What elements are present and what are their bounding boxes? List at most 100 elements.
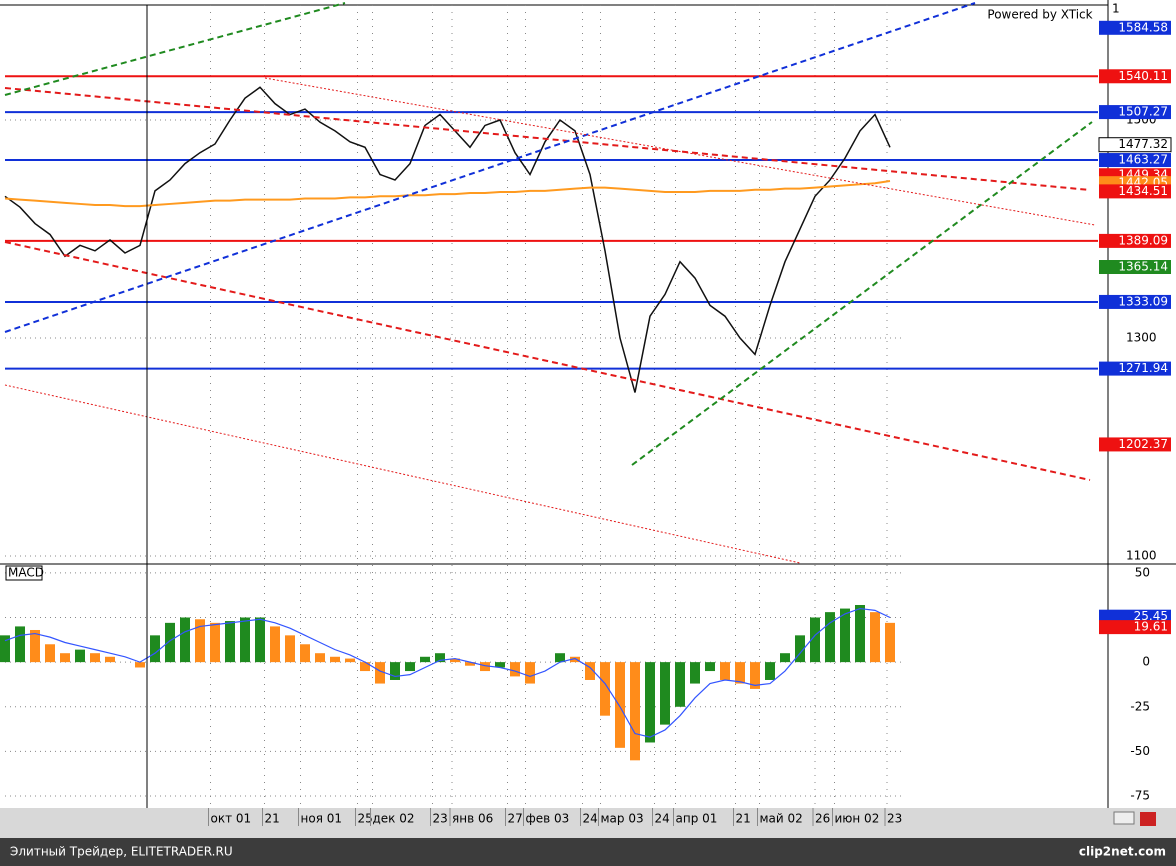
panel-title: MACD — [8, 566, 44, 580]
histogram-bar — [90, 653, 100, 663]
level-box — [1098, 137, 1172, 153]
histogram-bar — [240, 617, 250, 663]
histogram-bar — [195, 619, 205, 663]
histogram-bar — [660, 662, 670, 725]
histogram-bar — [555, 653, 565, 663]
histogram-bar — [780, 653, 790, 663]
level-label: 1434.51 — [1118, 184, 1168, 198]
histogram-bar — [390, 662, 400, 680]
level-label: 1477.32 — [1118, 137, 1168, 151]
level-box — [1099, 20, 1171, 35]
histogram-bar — [735, 662, 745, 684]
histogram-bar — [675, 662, 685, 707]
y-tick-label: -25 — [1130, 699, 1150, 713]
histogram-bar — [45, 644, 55, 663]
x-tick-label: май 02 — [760, 812, 803, 826]
histogram-bar — [60, 653, 70, 663]
x-tick-label: янв 06 — [452, 812, 493, 826]
button[interactable] — [1113, 811, 1135, 825]
level-box — [1099, 184, 1171, 199]
trend-line — [4, 2, 976, 333]
histogram-bar — [300, 644, 310, 663]
histogram-bar — [885, 622, 895, 663]
trend-line — [4, 241, 1091, 481]
histogram-bar — [330, 656, 340, 663]
histogram-bar — [765, 662, 775, 680]
x-tick-label: окт 01 — [211, 812, 252, 826]
histogram-bar — [795, 635, 805, 663]
x-tick-label: 23 — [887, 812, 902, 826]
histogram-bar — [705, 662, 715, 672]
histogram-bar — [210, 622, 220, 663]
level-box — [1099, 620, 1171, 635]
histogram-bar — [225, 621, 235, 663]
histogram-bar — [645, 662, 655, 743]
histogram-bar — [450, 658, 460, 663]
corner-label: 1 — [1112, 2, 1120, 16]
level-box — [1099, 153, 1171, 168]
y-tick-label: 1300 — [1126, 331, 1157, 345]
level-box — [1099, 69, 1171, 84]
histogram-bar — [285, 635, 295, 663]
panel-title-box — [5, 565, 43, 581]
histogram-bar — [840, 608, 850, 663]
histogram-bar — [525, 662, 535, 684]
x-tick-label: июн 02 — [835, 812, 880, 826]
price-line — [4, 180, 891, 208]
trend-line — [264, 77, 1096, 226]
x-tick-label: дек 02 — [373, 812, 415, 826]
signal-line — [4, 607, 891, 738]
trend-line — [4, 87, 1091, 191]
level-label: 1202.37 — [1118, 437, 1168, 451]
x-tick-label: 21 — [265, 812, 280, 826]
y-tick-label: 1100 — [1126, 549, 1157, 563]
trend-lines — [4, 2, 1096, 564]
y-tick-label: -75 — [1130, 789, 1150, 803]
histogram-bar — [465, 662, 475, 666]
histogram-bar — [105, 656, 115, 663]
y-tick-label: 0 — [1142, 655, 1150, 669]
histogram-bar — [375, 662, 385, 684]
histogram-bar — [825, 612, 835, 663]
histogram-bar — [150, 635, 160, 663]
histogram-bar — [495, 662, 505, 668]
level-label: 19.61 — [1134, 620, 1168, 634]
histogram-bar — [30, 629, 40, 663]
histogram-bar — [615, 662, 625, 748]
x-tick-label: апр 01 — [676, 812, 718, 826]
histogram-bar — [570, 656, 580, 663]
x-tick-label: 27 — [508, 812, 523, 826]
level-label: 1507.27 — [1118, 105, 1168, 119]
level-label: 1463.27 — [1118, 153, 1168, 167]
y-tick-label: -50 — [1130, 744, 1150, 758]
x-tick-label: фев 03 — [526, 812, 570, 826]
x-tick-label: мар 03 — [601, 812, 644, 826]
x-tick-label: ноя 01 — [301, 812, 343, 826]
histogram-bar — [180, 617, 190, 663]
trend-line — [4, 2, 346, 96]
histogram-bar — [435, 653, 445, 663]
level-label: 1271.94 — [1118, 361, 1168, 375]
x-tick-label: 24 — [655, 812, 670, 826]
histogram-bar — [165, 622, 175, 663]
histogram-bar — [15, 626, 25, 663]
background — [0, 0, 1176, 838]
price-line — [4, 86, 891, 393]
histogram-bar — [630, 662, 640, 761]
watermark: Powered by XTick — [987, 8, 1092, 22]
histogram-bar — [720, 662, 730, 680]
histogram-bar — [255, 617, 265, 663]
footer — [0, 838, 1176, 866]
level-box — [1099, 233, 1171, 248]
histogram-bar — [345, 658, 355, 663]
footer-right: clip2net.com — [1079, 845, 1166, 859]
histogram-bar — [855, 604, 865, 663]
x-axis-strip — [0, 808, 1176, 838]
histogram-bar — [750, 662, 760, 689]
histogram-bar — [405, 662, 415, 672]
x-tick-label: 21 — [736, 812, 751, 826]
level-box — [1099, 105, 1171, 120]
button[interactable] — [1140, 812, 1156, 826]
histogram-bar — [420, 656, 430, 663]
